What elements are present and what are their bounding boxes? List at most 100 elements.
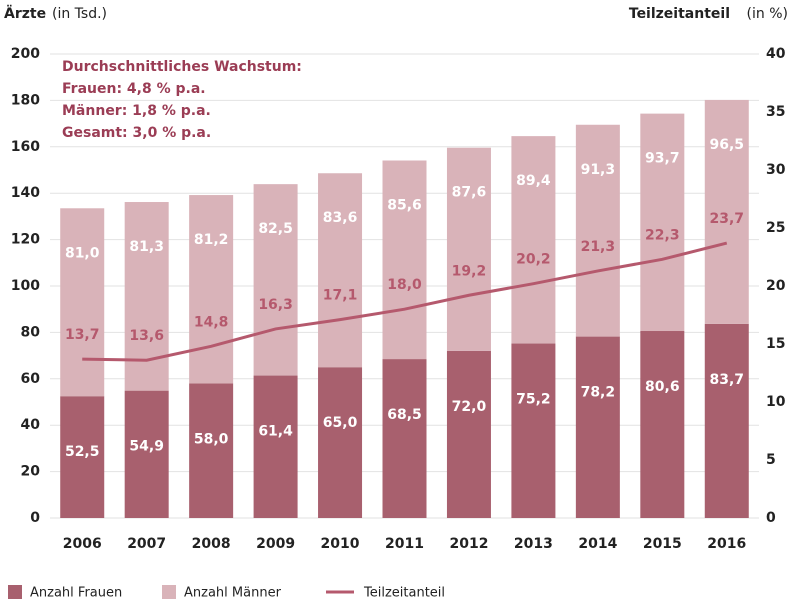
y-tick-label: 120 (11, 232, 40, 248)
bar (575, 124, 620, 337)
bar-label: 54,9 (129, 439, 164, 455)
y2-tick-label: 35 (766, 104, 785, 120)
bar (446, 147, 491, 351)
x-tick-label: 2009 (256, 536, 295, 552)
bar-label: 83,7 (709, 372, 744, 388)
bar-label: 81,3 (129, 239, 164, 255)
x-tick-label: 2013 (514, 536, 553, 552)
x-tick-label: 2011 (385, 536, 424, 552)
y2-tick-label: 25 (766, 220, 785, 236)
annotation: Frauen: 4,8 % p.a. (62, 81, 206, 97)
y2-tick-label: 5 (766, 452, 776, 468)
y2-tick-label: 15 (766, 336, 785, 352)
bar (253, 184, 298, 376)
y2-tick-label: 20 (766, 278, 786, 294)
bar-label: 72,0 (452, 399, 487, 415)
y2-tick-label: 0 (766, 510, 776, 526)
y2-axis-unit: (in %) (747, 6, 788, 22)
bar (318, 367, 363, 518)
annotation: Gesamt: 3,0 % p.a. (62, 125, 211, 141)
bar (318, 173, 363, 368)
bar-label: 82,5 (258, 221, 293, 237)
bar (60, 396, 105, 518)
x-tick-label: 2007 (127, 536, 166, 552)
x-tick-label: 2016 (707, 536, 746, 552)
line-label: 22,3 (645, 227, 680, 243)
bar-label: 80,6 (645, 379, 680, 395)
bar-label: 81,0 (65, 245, 100, 261)
line-label: 13,6 (129, 328, 164, 344)
bar (60, 208, 105, 397)
x-tick-label: 2014 (578, 536, 617, 552)
y2-tick-label: 10 (766, 394, 786, 410)
y-tick-label: 140 (11, 185, 40, 201)
line-label: 18,0 (387, 277, 422, 293)
line-label: 17,1 (323, 288, 358, 304)
line-label: 16,3 (258, 297, 293, 313)
bar (382, 160, 427, 360)
bar-label: 78,2 (581, 385, 616, 401)
bar-label: 83,6 (323, 210, 358, 226)
y-axis-unit: (in Tsd.) (52, 6, 107, 22)
legend-swatch (162, 585, 176, 599)
bar (511, 343, 556, 518)
bar-label: 89,4 (516, 173, 551, 189)
x-tick-label: 2010 (321, 536, 360, 552)
legend-label: Anzahl Männer (184, 586, 282, 600)
bar (124, 390, 169, 518)
bar (575, 336, 620, 518)
bar (189, 195, 234, 384)
line-label: 19,2 (452, 263, 487, 279)
bar-label: 52,5 (65, 444, 100, 460)
y-tick-label: 0 (30, 510, 40, 526)
bar-label: 75,2 (516, 392, 551, 408)
bar-label: 85,6 (387, 197, 422, 213)
x-tick-label: 2012 (449, 536, 488, 552)
y2-axis-label: Teilzeitanteil (629, 6, 730, 22)
bar (189, 383, 234, 518)
legend-swatch (8, 585, 22, 599)
y2-tick-label: 30 (766, 162, 786, 178)
y-tick-label: 200 (11, 46, 40, 62)
bar-label: 68,5 (387, 407, 422, 423)
annotation: Männer: 1,8 % p.a. (62, 103, 211, 119)
y-tick-label: 40 (21, 417, 41, 433)
y-tick-label: 60 (21, 371, 41, 387)
bar (253, 375, 298, 518)
annotation: Durchschnittliches Wachstum: (62, 59, 302, 75)
bar (640, 113, 685, 332)
y-tick-label: 180 (11, 92, 40, 108)
bar-label: 61,4 (258, 424, 293, 440)
bar-label: 87,6 (452, 185, 487, 201)
bar (511, 136, 556, 344)
x-tick-label: 2015 (643, 536, 682, 552)
bar-label: 81,2 (194, 232, 229, 248)
legend-label: Teilzeitanteil (363, 586, 445, 600)
y-tick-label: 100 (11, 278, 40, 294)
legend-label: Anzahl Frauen (30, 586, 122, 600)
line (82, 241, 728, 362)
y-tick-label: 20 (21, 464, 41, 480)
x-tick-label: 2008 (192, 536, 231, 552)
line-label: 14,8 (194, 314, 229, 330)
y-tick-label: 160 (11, 139, 40, 155)
line-label: 13,7 (65, 327, 100, 343)
bar (382, 359, 427, 518)
line-label: 20,2 (516, 252, 551, 268)
line-label: 23,7 (709, 211, 744, 227)
bar-label: 91,3 (581, 162, 616, 178)
line-label: 21,3 (581, 239, 616, 255)
bar-label: 93,7 (645, 151, 680, 167)
bar (124, 202, 169, 391)
bar-label: 96,5 (709, 137, 744, 153)
bar (446, 350, 491, 518)
x-tick-label: 2006 (63, 536, 102, 552)
y-tick-label: 80 (21, 324, 41, 340)
bar (704, 99, 749, 324)
bar (704, 323, 749, 518)
bar-label: 65,0 (323, 415, 358, 431)
y-axis-label: Ärzte (4, 5, 46, 22)
y2-tick-label: 40 (766, 46, 786, 62)
bar (640, 331, 685, 518)
